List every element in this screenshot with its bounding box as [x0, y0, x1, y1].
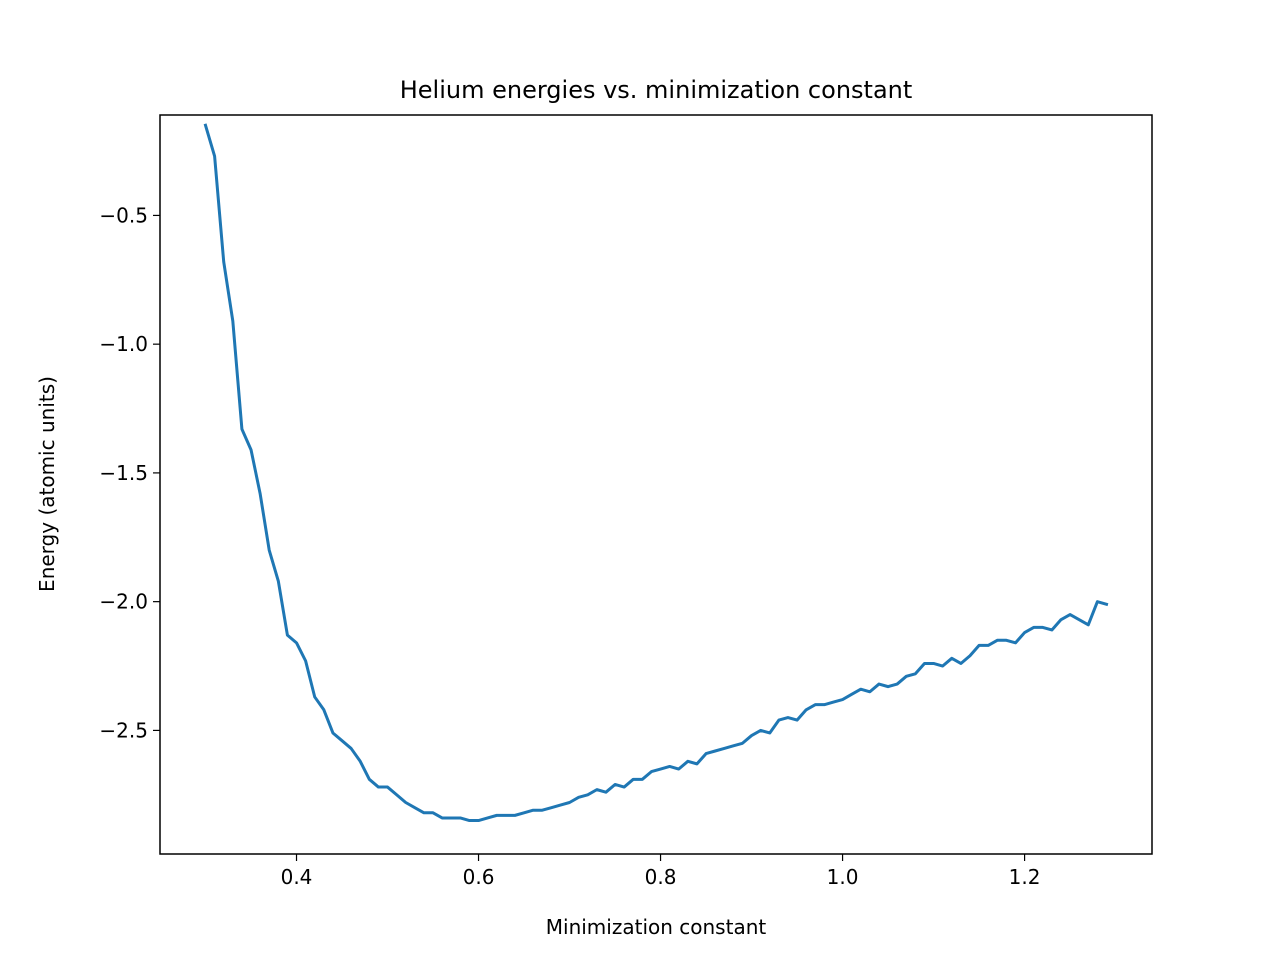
x-tick-label: 0.6 [463, 865, 495, 889]
y-tick-label: −2.5 [99, 718, 148, 742]
x-tick-label: 0.8 [645, 865, 677, 889]
energy-series-line [203, 123, 1109, 823]
x-tick-label: 1.2 [1009, 865, 1041, 889]
y-tick-label: −0.5 [99, 203, 148, 227]
x-tick-label: 1.0 [827, 865, 859, 889]
y-axis-label: Energy (atomic units) [35, 376, 59, 592]
y-tick-label: −1.5 [99, 461, 148, 485]
axis-ticks: 0.4 0.6 0.8 1.0 1.2 −0.5 −1.0 −1.5 −2.0 −2.5 [99, 203, 1040, 889]
y-tick-label: −1.0 [99, 332, 148, 356]
chart-title: Helium energies vs. minimization constan… [400, 76, 913, 104]
x-axis-label: Minimization constant [546, 915, 767, 939]
plot-area [203, 123, 1109, 823]
plot-frame [159, 114, 1153, 855]
y-tick-label: −2.0 [99, 590, 148, 614]
x-tick-label: 0.4 [281, 865, 313, 889]
